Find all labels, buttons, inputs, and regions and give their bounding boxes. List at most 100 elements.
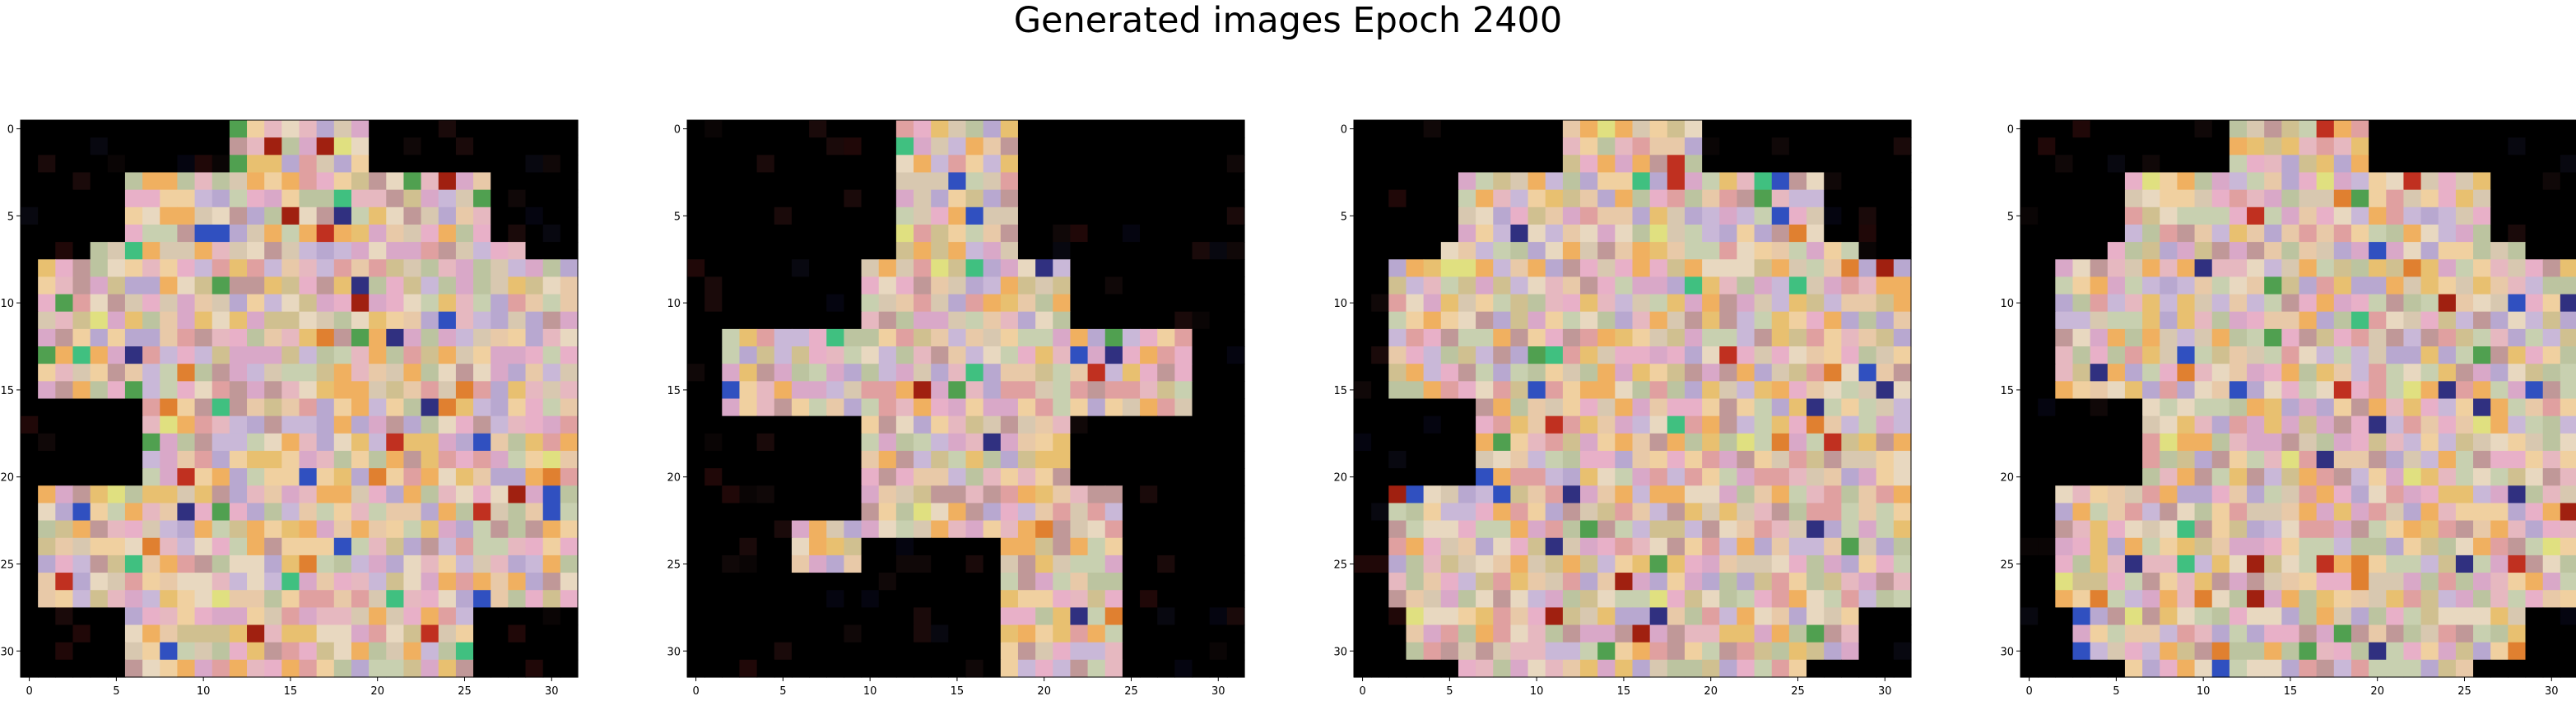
image-pixel (90, 520, 109, 539)
image-pixel (281, 433, 300, 452)
image-pixel (21, 433, 39, 452)
image-pixel (1632, 276, 1651, 295)
image-pixel (1858, 520, 1877, 539)
image-pixel (1527, 624, 1546, 643)
image-pixel (560, 398, 579, 417)
image-pixel (1788, 398, 1807, 417)
image-pixel (1702, 364, 1720, 382)
image-pixel (455, 328, 474, 347)
image-pixel (1493, 659, 1512, 678)
image-pixel (2020, 450, 2039, 469)
image-pixel (2055, 224, 2074, 243)
image-pixel (560, 172, 579, 191)
image-pixel (791, 607, 810, 626)
image-pixel (2142, 346, 2160, 364)
image-pixel (931, 433, 949, 452)
image-pixel (1824, 468, 1842, 486)
image-pixel (1737, 155, 1755, 174)
image-pixel (1702, 520, 1720, 539)
image-pixel (1615, 155, 1634, 174)
image-pixel (316, 172, 335, 191)
image-pixel (264, 503, 282, 522)
image-pixel (2038, 311, 2056, 330)
image-pixel (2473, 364, 2491, 382)
image-pixel (1035, 189, 1053, 208)
image-pixel (1104, 189, 1123, 208)
image-pixel (2542, 468, 2561, 486)
image-pixel (2107, 642, 2126, 661)
image-pixel (1192, 120, 1211, 138)
image-pixel (1388, 415, 1407, 434)
image-pixel (386, 450, 405, 469)
image-pixel (844, 537, 863, 556)
image-pixel (1824, 433, 1842, 452)
image-pixel (2211, 398, 2230, 417)
image-pixel (2473, 259, 2491, 278)
image-pixel (560, 607, 579, 626)
image-pixel (2542, 294, 2561, 313)
image-pixel (2160, 659, 2178, 678)
image-pixel (1806, 573, 1825, 591)
image-pixel (2038, 624, 2056, 643)
image-pixel (983, 624, 1002, 643)
image-pixel (1667, 573, 1686, 591)
image-pixel (1632, 259, 1651, 278)
x-tick-label: 0 (1359, 685, 1365, 698)
image-pixel (2403, 450, 2422, 469)
image-pixel (1122, 381, 1141, 400)
image-pixel (2247, 207, 2265, 225)
image-pixel (1493, 433, 1512, 452)
image-pixel (1458, 189, 1476, 208)
image-pixel (229, 189, 248, 208)
image-pixel (2281, 468, 2300, 486)
image-pixel (177, 398, 196, 417)
image-pixel (809, 624, 827, 643)
image-pixel (2316, 259, 2335, 278)
image-pixel (508, 573, 527, 591)
image-pixel (1371, 328, 1389, 347)
image-pixel (2142, 207, 2160, 225)
image-pixel (2090, 433, 2109, 452)
image-pixel (1209, 242, 1228, 260)
image-pixel (369, 485, 387, 504)
image-pixel (983, 485, 1002, 504)
image-pixel (1806, 450, 1825, 469)
image-pixel (2525, 503, 2544, 522)
image-pixel (1702, 172, 1720, 191)
image-pixel (1510, 276, 1529, 295)
y-tick-label: 20 (0, 472, 14, 485)
image-pixel (1510, 294, 1529, 313)
image-pixel (878, 120, 897, 138)
image-pixel (38, 624, 56, 643)
image-pixel (1440, 276, 1459, 295)
image-pixel (194, 468, 213, 486)
image-pixel (2369, 468, 2387, 486)
image-pixel (1667, 537, 1686, 556)
image-pixel (2473, 468, 2491, 486)
image-pixel (212, 590, 230, 608)
image-pixel (2229, 659, 2248, 678)
image-pixel (1754, 607, 1773, 626)
image-pixel (2107, 346, 2126, 364)
image-pixel (2142, 137, 2160, 155)
image-pixel (316, 120, 335, 138)
image-pixel (473, 485, 491, 504)
image-pixel (1893, 503, 1912, 522)
image-pixel (264, 485, 282, 504)
image-pixel (2369, 520, 2387, 539)
axes-frame (20, 119, 579, 678)
image-pixel (2281, 398, 2300, 417)
image-pixel (1354, 415, 1372, 434)
image-pixel (1737, 137, 1755, 155)
image-pixel (1017, 590, 1036, 608)
image-pixel (1858, 398, 1877, 417)
image-pixel (948, 242, 967, 260)
image-pixel (351, 520, 370, 539)
image-pixel (264, 172, 282, 191)
image-pixel (1527, 398, 1546, 417)
image-pixel (861, 346, 880, 364)
image-pixel (948, 137, 967, 155)
image-pixel (2508, 155, 2527, 174)
image-pixel (38, 189, 56, 208)
image-pixel (2142, 242, 2160, 260)
